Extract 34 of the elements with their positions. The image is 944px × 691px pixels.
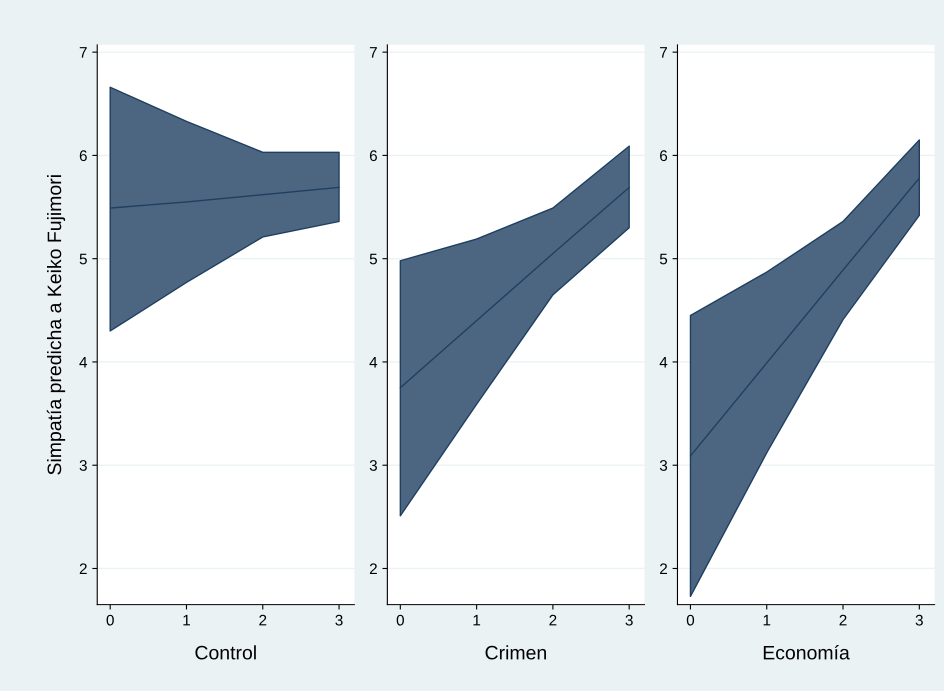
y-tick-label: 7 (370, 47, 377, 58)
y-tick-label: 5 (80, 254, 87, 264)
y-tick-label: 6 (370, 150, 377, 162)
x-tick-label: 3 (626, 614, 633, 626)
y-tick-label: 7 (80, 47, 87, 58)
x-tick-label: 0 (106, 614, 114, 626)
y-tick-label: 2 (370, 563, 377, 574)
x-tick-label: 3 (335, 614, 343, 626)
x-tick-label: 0 (686, 614, 694, 626)
y-tick-label: 4 (660, 356, 668, 368)
x-tick-label: 2 (259, 614, 266, 626)
y-tick-label: 5 (660, 254, 668, 264)
x-axis-title: Economía (764, 645, 850, 660)
y-tick-label: 6 (660, 150, 668, 162)
y-tick-label: 4 (79, 356, 88, 368)
x-axis-title: Crimen (486, 645, 546, 660)
x-tick-label: 3 (916, 614, 923, 626)
y-tick-label: 5 (370, 254, 377, 264)
y-axis-title: Simpatía predicha a Keiko Fujimori (46, 175, 66, 475)
x-tick-label: 1 (764, 614, 770, 626)
y-tick-label: 6 (80, 150, 87, 162)
x-tick-label: 0 (396, 614, 404, 626)
y-tick-label: 2 (660, 563, 667, 574)
x-tick-label: 1 (474, 614, 480, 626)
y-tick-label: 4 (369, 356, 378, 368)
x-tick-label: 2 (840, 614, 846, 626)
x-axis-title: Control (195, 645, 256, 660)
y-tick-label: 3 (370, 460, 377, 471)
y-tick-label: 3 (80, 460, 87, 471)
y-tick-label: 7 (660, 47, 667, 58)
y-tick-label: 2 (80, 563, 87, 574)
x-tick-label: 1 (183, 614, 190, 626)
x-tick-label: 2 (549, 614, 556, 626)
y-tick-label: 3 (660, 460, 668, 471)
